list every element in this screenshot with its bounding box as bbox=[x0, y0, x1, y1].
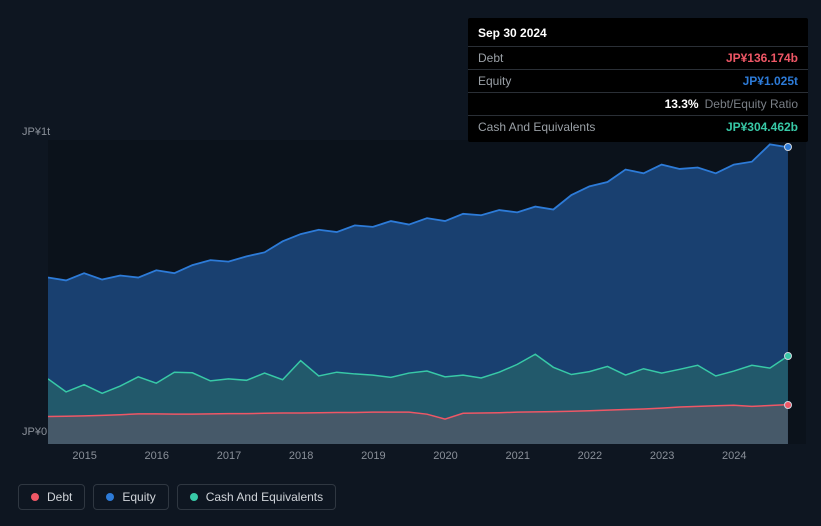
legend-item-equity[interactable]: Equity bbox=[93, 484, 168, 510]
tooltip-label: Debt bbox=[478, 51, 503, 65]
legend-label: Equity bbox=[122, 490, 155, 504]
y-axis-label-max: JP¥1t bbox=[22, 126, 50, 138]
tooltip-value: JP¥1.025t bbox=[743, 74, 798, 88]
legend-item-debt[interactable]: Debt bbox=[18, 484, 85, 510]
legend-label: Cash And Equivalents bbox=[206, 490, 323, 504]
legend-swatch bbox=[31, 493, 39, 501]
chart-plot-area[interactable] bbox=[48, 140, 806, 444]
legend-swatch bbox=[190, 493, 198, 501]
tooltip-label: Equity bbox=[478, 74, 511, 88]
end-marker-debt bbox=[784, 401, 792, 409]
tooltip-row-debt: Debt JP¥136.174b bbox=[468, 46, 808, 69]
tooltip-value: JP¥136.174b bbox=[726, 51, 798, 65]
legend-label: Debt bbox=[47, 490, 72, 504]
tooltip-ratio: 13.3% Debt/Equity Ratio bbox=[665, 97, 798, 111]
legend-swatch bbox=[106, 493, 114, 501]
legend-item-cash[interactable]: Cash And Equivalents bbox=[177, 484, 336, 510]
tooltip-label: Cash And Equivalents bbox=[478, 120, 595, 134]
tooltip-row-ratio: 13.3% Debt/Equity Ratio bbox=[468, 92, 808, 115]
end-marker-cash bbox=[784, 352, 792, 360]
tooltip-row-equity: Equity JP¥1.025t bbox=[468, 69, 808, 92]
tooltip-row-cash: Cash And Equivalents JP¥304.462b bbox=[468, 115, 808, 138]
chart-container: { "chart": { "type": "area", "background… bbox=[0, 0, 821, 526]
tooltip-value: JP¥304.462b bbox=[726, 120, 798, 134]
chart-tooltip: Sep 30 2024 Debt JP¥136.174b Equity JP¥1… bbox=[468, 18, 808, 142]
chart-legend: Debt Equity Cash And Equivalents bbox=[18, 484, 336, 510]
area-chart-svg bbox=[48, 140, 806, 444]
y-axis-label-min: JP¥0 bbox=[22, 426, 47, 438]
tooltip-date: Sep 30 2024 bbox=[468, 22, 808, 46]
